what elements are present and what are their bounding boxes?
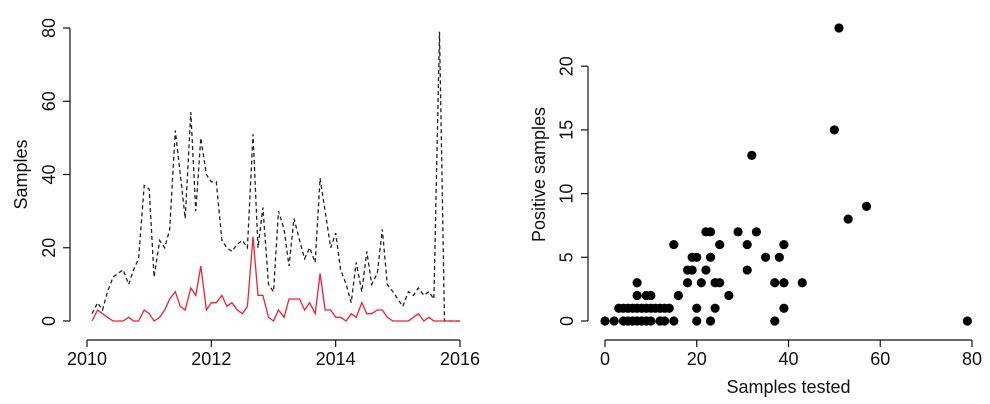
scatter-point	[715, 278, 725, 288]
x-tick-label: 2016	[440, 349, 480, 369]
x-tick-label: 80	[962, 349, 982, 369]
scatter-point	[701, 265, 711, 275]
scatter-point	[660, 316, 670, 326]
scatter-point	[692, 303, 702, 313]
y-tick-label: 80	[39, 18, 59, 38]
x-tick-label: 20	[687, 349, 707, 369]
scatter-point	[834, 23, 844, 33]
scatter-point	[742, 239, 752, 250]
x-tick-label: 2014	[316, 349, 356, 369]
scatter-point	[705, 316, 716, 326]
scatter-point	[696, 278, 706, 288]
x-axis-label: Samples tested	[726, 377, 850, 397]
scatter-point	[733, 227, 743, 237]
y-tick-label: 10	[557, 184, 577, 204]
y-tick-label: 0	[39, 316, 59, 326]
scatter-point	[770, 278, 780, 288]
x-tick-label: 2012	[191, 349, 231, 369]
scatter-point	[710, 303, 720, 313]
scatter-point	[829, 125, 839, 135]
scatter-point	[747, 150, 757, 160]
scatter-point	[600, 316, 610, 326]
y-tick-label: 60	[39, 91, 59, 111]
scatter-point	[797, 278, 807, 288]
scatter-point	[779, 278, 789, 288]
scatter-point	[724, 290, 734, 301]
x-tick-label: 2010	[67, 349, 107, 369]
scatter-point	[669, 316, 679, 326]
y-tick-label: 40	[39, 164, 59, 184]
scatter-point	[705, 252, 716, 262]
scatter-point	[715, 239, 725, 250]
scatter-point	[646, 316, 656, 326]
series-line	[91, 236, 460, 323]
x-tick-label: 40	[778, 349, 798, 369]
scatter-point	[646, 290, 656, 301]
scatter-point	[687, 265, 697, 275]
y-tick-label: 5	[557, 252, 577, 262]
scatter-point	[692, 316, 702, 326]
scatter-point	[861, 201, 872, 211]
series-line	[91, 31, 460, 322]
scatter-point	[692, 252, 702, 262]
y-axis-label: Samples	[11, 139, 31, 209]
scatter-point	[669, 239, 679, 250]
scatter-point	[632, 290, 642, 301]
scatter-point	[632, 278, 642, 288]
y-axis-label: Positive samples	[529, 107, 549, 242]
scatter-point	[664, 303, 674, 313]
scatter-point	[843, 214, 853, 224]
scatter-point	[962, 316, 973, 326]
scatter-point	[751, 227, 761, 237]
scatter-point	[609, 316, 619, 326]
scatter-point	[774, 252, 784, 262]
scatter-point	[673, 290, 684, 301]
scatter-point	[682, 278, 693, 288]
y-tick-label: 20	[557, 56, 577, 76]
scatter-point	[770, 316, 780, 326]
scatter-point	[705, 227, 716, 237]
x-tick-label: 60	[870, 349, 890, 369]
y-tick-label: 20	[39, 238, 59, 258]
scatter-point	[760, 252, 771, 262]
scatter-point	[779, 239, 789, 250]
x-tick-label: 0	[600, 349, 610, 369]
scatter-point	[779, 303, 789, 313]
y-tick-label: 15	[557, 120, 577, 140]
scatter-point	[742, 265, 752, 275]
y-tick-label: 0	[557, 316, 577, 326]
